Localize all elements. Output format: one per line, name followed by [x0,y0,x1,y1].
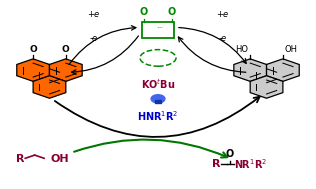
Text: +e: +e [88,10,100,19]
Bar [155,100,161,103]
Text: -e: -e [218,34,227,43]
FancyArrowPatch shape [179,37,246,72]
Polygon shape [50,59,82,81]
Polygon shape [33,64,66,87]
Text: O: O [168,7,176,17]
FancyArrowPatch shape [71,36,138,74]
Text: O: O [62,45,70,54]
Text: -e: -e [89,34,98,43]
Text: R: R [212,159,221,169]
Text: OH: OH [284,45,297,54]
FancyArrowPatch shape [55,97,260,137]
Polygon shape [33,76,66,98]
Text: O: O [29,45,37,54]
Text: NR$^1$R$^2$: NR$^1$R$^2$ [234,157,267,171]
Text: KO$^t$Bu: KO$^t$Bu [141,77,175,91]
Text: ·⁻: ·⁻ [156,24,163,33]
FancyArrowPatch shape [69,26,136,64]
Text: O: O [140,7,148,17]
Text: OH: OH [51,154,69,164]
FancyArrowPatch shape [74,139,227,157]
FancyArrowPatch shape [179,28,246,63]
Polygon shape [17,59,50,81]
Text: R: R [16,154,24,164]
Polygon shape [250,76,283,98]
Text: HO: HO [236,45,249,54]
Text: O: O [226,149,234,159]
Polygon shape [234,59,266,81]
Polygon shape [266,59,299,81]
Text: +e: +e [216,10,228,19]
Circle shape [151,95,165,103]
Polygon shape [250,64,283,87]
Text: HNR$^1$R$^2$: HNR$^1$R$^2$ [137,109,179,123]
